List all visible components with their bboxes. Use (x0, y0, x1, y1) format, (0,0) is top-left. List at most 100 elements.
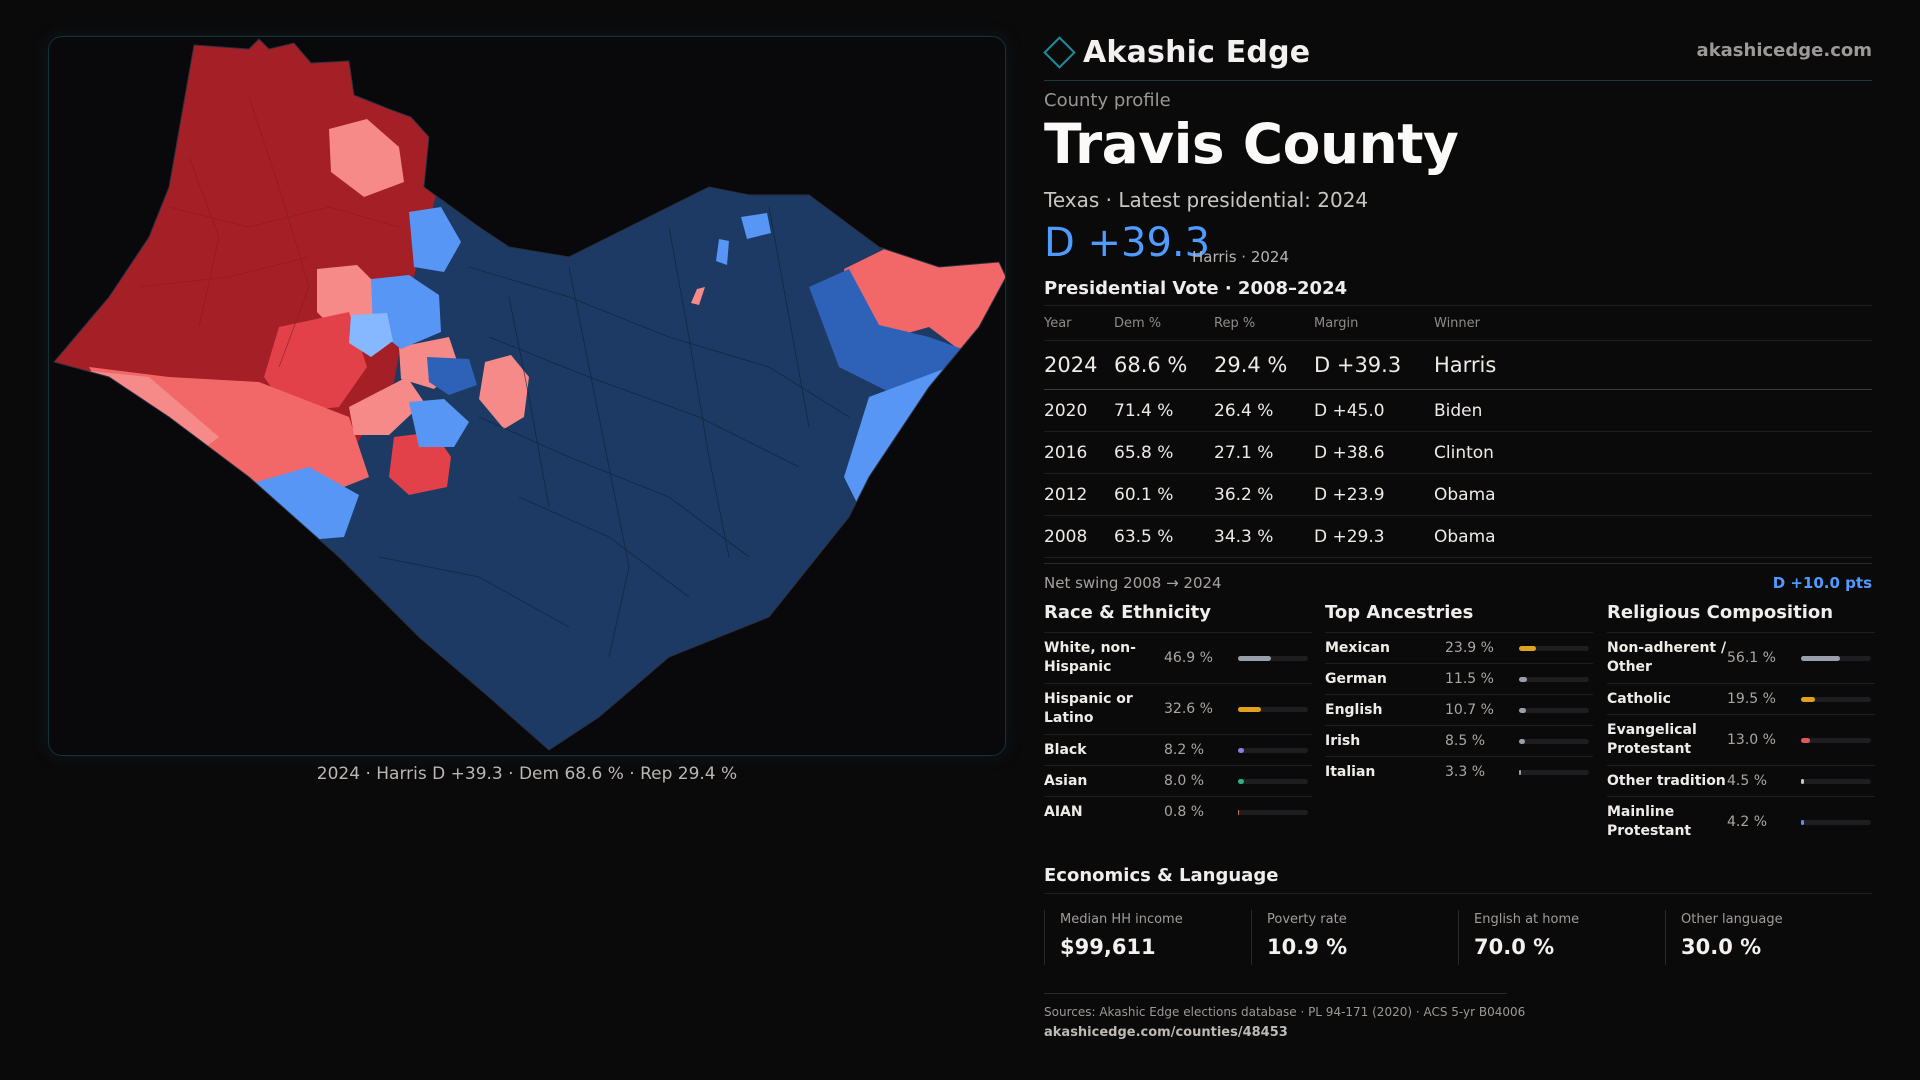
demo-value: 56.1 % (1727, 650, 1776, 666)
demo-bar-fill (1519, 676, 1528, 682)
demo-row: Non-adherent / Other 56.1 % (1607, 632, 1875, 683)
demo-bar-fill (1238, 778, 1244, 784)
precinct-map-svg[interactable] (49, 37, 1006, 756)
precinct-west-medium[interactable] (264, 312, 367, 412)
table-row: 2012 60.1 % 36.2 % D +23.9 Obama (1044, 473, 1872, 516)
demo-bar-fill (1801, 778, 1805, 784)
net-swing-value: D +10.0 pts (1772, 574, 1872, 592)
precinct-westlake-medium[interactable] (427, 357, 477, 395)
column-header-year: Year (1044, 305, 1114, 341)
demo-value: 32.6 % (1164, 701, 1213, 717)
demo-value: 8.0 % (1164, 773, 1205, 789)
demo-value: 46.9 % (1164, 650, 1213, 666)
demo-bar-fill (1801, 696, 1815, 702)
precinct-river-blue[interactable] (409, 399, 469, 447)
demo-row: German 11.5 % (1325, 663, 1593, 694)
vote-table-title: Presidential Vote · 2008–2024 (1044, 278, 1348, 299)
demo-bar-track (1801, 778, 1871, 784)
row-year: 2008 (1044, 515, 1114, 558)
demo-value: 4.5 % (1727, 773, 1768, 789)
precinct-manor-medium[interactable] (809, 269, 979, 397)
column-header-dem: Dem % (1114, 305, 1214, 341)
precinct-northwest-light[interactable] (329, 119, 404, 197)
site-link[interactable]: akashicedge.com (1696, 40, 1872, 61)
sources-url-link[interactable]: akashicedge.com/counties/48453 (1044, 1025, 1288, 1040)
headline-margin-note: Harris · 2024 (1192, 248, 1290, 266)
row-year: 2012 (1044, 473, 1114, 516)
precinct-round-rock-blue[interactable] (716, 239, 729, 265)
demo-bar-fill (1519, 707, 1527, 713)
demo-bar-track (1238, 747, 1308, 753)
stat-card: Median HH income $99,611 (1044, 910, 1251, 965)
stat-card: English at home 70.0 % (1458, 910, 1665, 965)
row-dem: 65.8 % (1114, 431, 1214, 474)
precinct-north-pale-red[interactable] (691, 287, 705, 305)
demo-bar-fill (1238, 809, 1240, 815)
row-year: 2016 (1044, 431, 1114, 474)
demo-row: Evangelical Protestant 13.0 % (1607, 714, 1875, 765)
precinct-ridge-pale[interactable] (349, 377, 424, 435)
row-year: 2020 (1044, 389, 1114, 432)
net-swing: Net swing 2008 → 2024 D +10.0 pts (1044, 563, 1872, 592)
stat-label: Poverty rate (1267, 912, 1347, 927)
precinct-central-red[interactable] (389, 432, 451, 495)
column-header-winner: Winner (1434, 305, 1872, 341)
row-margin: D +45.0 (1314, 389, 1434, 432)
table-row: 2016 65.8 % 27.1 % D +38.6 Clinton (1044, 431, 1872, 474)
demo-bar-fill (1238, 747, 1244, 753)
demo-bar-fill (1801, 819, 1804, 825)
demo-bar-track (1801, 655, 1871, 661)
row-dem: 60.1 % (1114, 473, 1214, 516)
demo-bar-fill (1801, 737, 1811, 743)
demo-row: White, non-Hispanic 46.9 % (1044, 632, 1312, 683)
demo-value: 19.5 % (1727, 691, 1776, 707)
table-row: 2020 71.4 % 26.4 % D +45.0 Biden (1044, 389, 1872, 432)
demo-bar-track (1519, 676, 1589, 682)
row-margin: D +29.3 (1314, 515, 1434, 558)
demo-bar-track (1519, 738, 1589, 744)
stat-label: English at home (1474, 912, 1580, 927)
brand-name: Akashic Edge (1083, 34, 1311, 70)
table-row: 2008 63.5 % 34.3 % D +29.3 Obama (1044, 515, 1872, 558)
demo-row: Hispanic or Latino 32.6 % (1044, 683, 1312, 734)
row-margin: D +39.3 (1314, 340, 1434, 390)
column-header-rep: Rep % (1214, 305, 1314, 341)
stat-label: Other language (1681, 912, 1783, 927)
diamond-outline-icon (1043, 35, 1076, 69)
precinct-pflugerville-blue[interactable] (741, 213, 771, 239)
demo-label: Hispanic or Latino (1044, 691, 1133, 726)
presidential-vote-table: Year Dem % Rep % Margin Winner 2024 68.6… (1044, 305, 1872, 558)
demo-bar-track (1519, 645, 1589, 651)
demo-value: 0.8 % (1164, 804, 1205, 820)
row-dem: 68.6 % (1114, 340, 1214, 390)
stat-value: 30.0 % (1681, 935, 1762, 959)
demo-label: Mainline Protestant (1607, 804, 1692, 839)
row-winner: Biden (1434, 389, 1872, 432)
sources-divider (1044, 993, 1507, 994)
row-rep: 29.4 % (1214, 340, 1314, 390)
county-profile-panel: Akashic Edge akashicedge.com County prof… (1043, 0, 1875, 1080)
demo-label: Catholic (1607, 690, 1671, 707)
county-precinct-map[interactable] (48, 36, 1006, 756)
demo-label: Asian (1044, 772, 1088, 789)
demo-row: Irish 8.5 % (1325, 725, 1593, 756)
ancestry-section: Top Ancestries Mexican 23.9 % German 11.… (1325, 602, 1593, 787)
precinct-creek-pale[interactable] (479, 355, 529, 429)
demo-label: English (1325, 701, 1383, 718)
profile-kicker: County profile (1044, 90, 1171, 111)
brand[interactable]: Akashic Edge (1043, 34, 1311, 70)
religion-section-title: Religious Composition (1607, 602, 1834, 623)
county-outline (53, 38, 1005, 751)
demo-value: 3.3 % (1445, 764, 1486, 780)
economics-cards: Median HH income $99,611 Poverty rate 10… (1044, 910, 1872, 965)
demo-bar-fill (1519, 769, 1522, 775)
column-header-margin: Margin (1314, 305, 1434, 341)
row-dem: 63.5 % (1114, 515, 1214, 558)
rep-precinct-boundaries (138, 96, 400, 368)
precinct-bee-cave-pale[interactable] (349, 313, 393, 357)
stat-value: 10.9 % (1267, 935, 1348, 959)
table-header-row: Year Dem % Rep % Margin Winner (1044, 305, 1872, 341)
demo-label: Mexican (1325, 639, 1390, 656)
demo-value: 11.5 % (1445, 671, 1494, 687)
precinct-north-blue[interactable] (409, 207, 461, 272)
